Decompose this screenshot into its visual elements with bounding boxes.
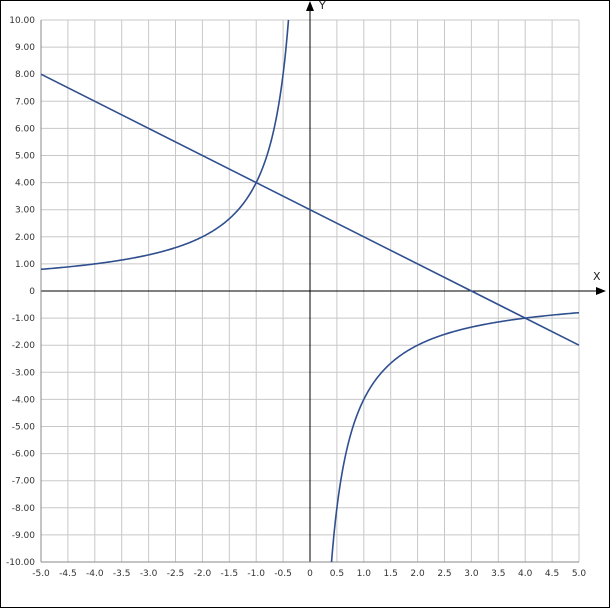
y-tick-label: -2.00 [12,341,36,351]
y-tick-label: 9.00 [15,43,35,53]
x-tick-label: -2.0 [194,569,212,579]
x-tick-label: 3.5 [491,569,505,579]
x-tick-label: -3.5 [113,569,131,579]
y-tick-label: 0 [29,287,35,297]
x-tick-label: 2.5 [437,569,451,579]
x-tick-label: -0.5 [274,569,292,579]
y-tick-label: 3.00 [15,206,35,216]
y-tick-label: -7.00 [12,477,36,487]
y-tick-label: 2.00 [15,233,35,243]
series-curve-1 [40,73,580,346]
y-tick-label: -1.00 [12,314,36,324]
axes [40,1,606,563]
x-tick-label: -5.0 [32,569,50,579]
series-curve-3 [330,311,580,563]
x-tick-label: 5.0 [572,569,587,579]
x-tick-label: -4.0 [86,569,104,579]
y-tick-label: 10.00 [9,16,35,26]
x-tick-label: 0 [307,569,313,579]
x-tick-label: -1.5 [221,569,239,579]
y-tick-label: -9.00 [12,531,36,541]
x-tick-label: 2.0 [410,569,425,579]
y-tick-label: -3.00 [12,368,36,378]
y-tick-label: -8.00 [12,504,36,514]
series-curves [40,19,580,563]
x-axis-arrow-icon [596,287,606,295]
y-tick-label: 1.00 [15,260,35,270]
x-tick-labels: -5.0 -4.5 -4.0 -3.5 -3.0 -2.5 -2.0 -1.5 -1.0 -0.5… [32,569,586,579]
x-tick-label: -4.5 [59,569,77,579]
x-tick-label: 1.0 [357,569,372,579]
x-tick-label: 0.5 [330,569,344,579]
y-tick-label: 6.00 [15,124,35,134]
y-tick-label: -10.00 [6,558,35,568]
y-tick-label: -5.00 [12,423,36,433]
y-tick-label: 7.00 [15,97,35,107]
y-tick-labels: 10.00 9.00 8.00 7.00 6.00 5.00 4.00 3.00 2.00 1.0… [6,16,35,568]
x-tick-label: 4.5 [545,569,559,579]
x-tick-label: 4.0 [518,569,533,579]
x-tick-label: -3.0 [140,569,158,579]
series-curve-2 [40,19,290,271]
x-tick-label: -2.5 [167,569,185,579]
x-tick-label: 3.0 [464,569,479,579]
x-tick-label: -1.0 [247,569,265,579]
x-tick-label: 1.5 [384,569,398,579]
x-axis-label: X [593,270,601,283]
y-tick-label: 5.00 [15,152,35,162]
y-axis-label: Y [318,0,326,12]
y-tick-label: -4.00 [12,395,36,405]
y-tick-label: 8.00 [15,70,35,80]
y-axis-arrow-icon [306,1,314,11]
y-tick-label: 4.00 [15,179,35,189]
y-tick-label: -6.00 [12,450,36,460]
